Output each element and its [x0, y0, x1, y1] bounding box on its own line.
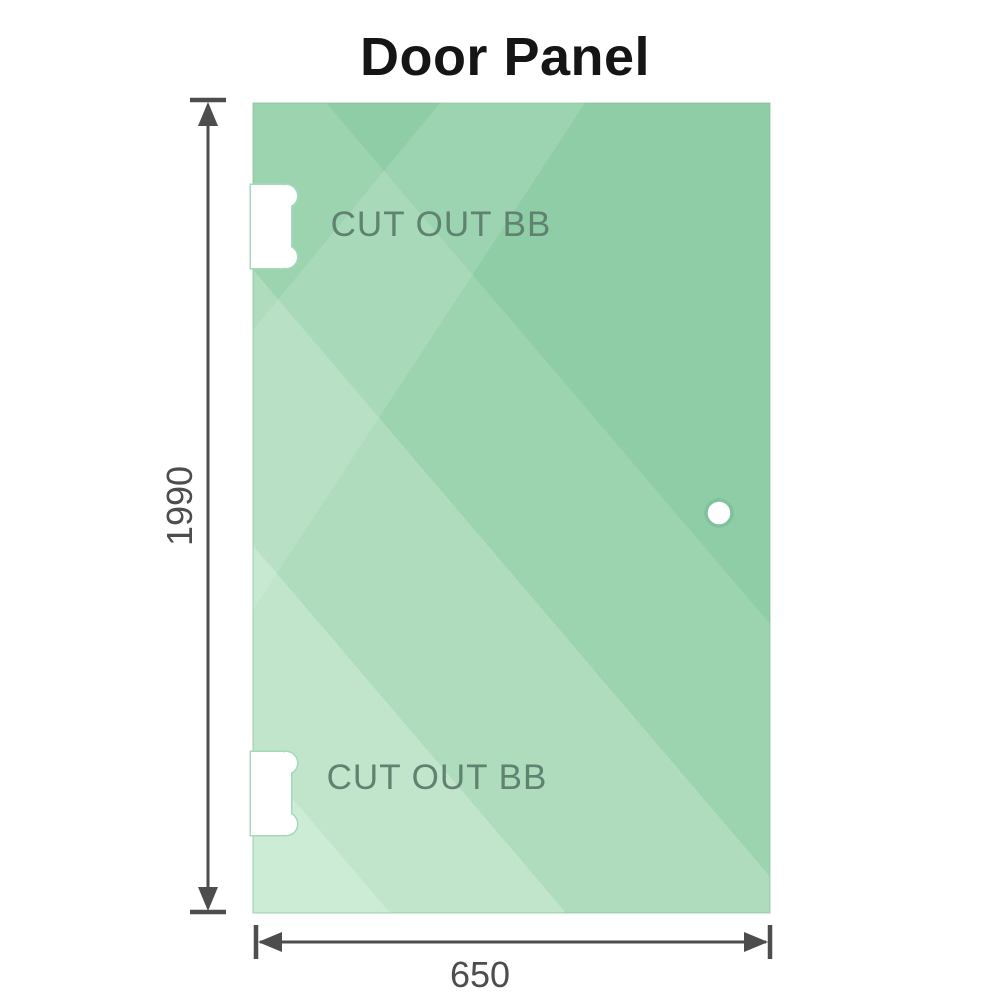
hinge-cutout-bottom	[251, 752, 297, 835]
width-dimension-arrows	[258, 932, 768, 952]
arrow-up-icon	[198, 102, 218, 126]
width-dimension-value: 650	[449, 954, 511, 995]
arrow-right-icon	[744, 932, 768, 952]
hinge-cutout-top	[251, 185, 297, 268]
height-dimension-value: 1990	[159, 465, 200, 547]
glass-sheen-highlight	[253, 103, 585, 610]
handle-hole	[704, 498, 734, 528]
cutout-label-top: CUT OUT BB	[330, 205, 552, 244]
height-dimension-arrows	[198, 102, 218, 911]
glass-panel	[252, 102, 771, 914]
cutout-label-bottom: CUT OUT BB	[326, 758, 548, 797]
width-dimension	[253, 925, 773, 959]
page-title: Door Panel	[359, 27, 651, 87]
arrow-down-icon	[198, 887, 218, 911]
height-dimension	[190, 97, 226, 915]
arrow-left-icon	[258, 932, 282, 952]
